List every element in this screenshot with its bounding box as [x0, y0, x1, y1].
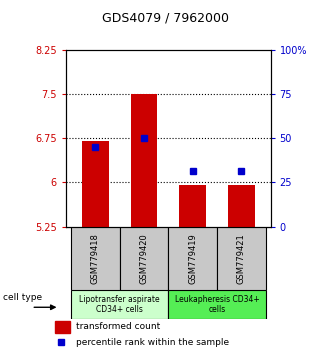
Bar — [217, 227, 266, 290]
Bar — [228, 185, 255, 227]
Bar — [71, 290, 168, 319]
Text: percentile rank within the sample: percentile rank within the sample — [76, 338, 229, 347]
Text: Leukapheresis CD34+
cells: Leukapheresis CD34+ cells — [175, 295, 259, 314]
Bar — [168, 290, 266, 319]
Text: Lipotransfer aspirate
CD34+ cells: Lipotransfer aspirate CD34+ cells — [79, 295, 160, 314]
Bar — [55, 321, 70, 333]
Bar — [131, 94, 157, 227]
Bar — [179, 185, 206, 227]
Text: GSM779419: GSM779419 — [188, 233, 197, 284]
Bar — [119, 227, 168, 290]
Text: GSM779421: GSM779421 — [237, 233, 246, 284]
Text: cell type: cell type — [3, 293, 43, 302]
Bar — [82, 141, 109, 227]
Text: GDS4079 / 7962000: GDS4079 / 7962000 — [102, 12, 228, 25]
Bar — [71, 227, 119, 290]
Text: transformed count: transformed count — [76, 322, 160, 331]
Text: GSM779420: GSM779420 — [140, 233, 148, 284]
Text: GSM779418: GSM779418 — [91, 233, 100, 284]
Bar — [168, 227, 217, 290]
